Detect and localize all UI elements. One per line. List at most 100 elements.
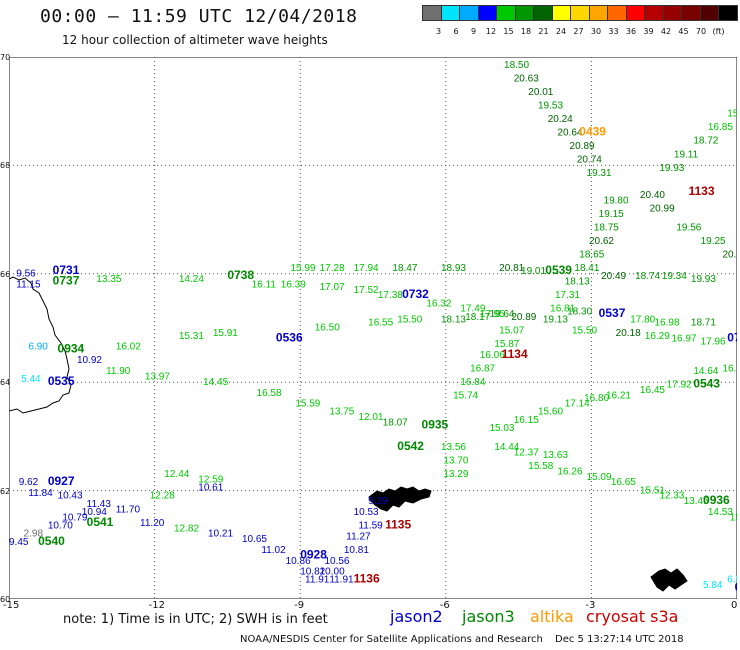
- legend-label: 6: [453, 27, 459, 36]
- wave-height-label: 17.52: [354, 285, 379, 296]
- legend-swatch: [422, 5, 442, 21]
- wave-height-label: 19.31: [587, 168, 612, 179]
- wave-height-label: 5.84: [703, 580, 723, 591]
- pass-time-label: 0934: [58, 341, 85, 355]
- wave-height-label: 10.82: [300, 567, 325, 578]
- wave-height-label: 13.35: [96, 274, 121, 285]
- wave-height-label: 11.02: [261, 545, 286, 556]
- x-tick-label: -6: [439, 600, 450, 611]
- wave-height-label: 17.28: [320, 263, 345, 274]
- footer-note: note: 1) Time is in UTC; 2) SWH is in fe…: [63, 612, 328, 627]
- satellite-cryosat: cryosat s3a: [586, 607, 679, 626]
- wave-height-label: 16.50: [315, 323, 340, 334]
- wave-height-label: 16.98: [654, 317, 679, 328]
- wave-height-label: 13.75: [329, 407, 354, 418]
- legend-swatch: [459, 5, 479, 21]
- wave-height-label: 10.53: [354, 507, 379, 518]
- pass-time-label: 0928: [300, 547, 327, 561]
- wave-height-label: 12.37: [514, 447, 539, 458]
- pass-time-label: 1136: [354, 572, 380, 586]
- x-tick-label: -9: [294, 600, 305, 611]
- wave-height-label: 20.10: [722, 250, 737, 261]
- wave-height-label: 14.53: [708, 507, 733, 518]
- wave-height-label: 11.43: [87, 499, 112, 510]
- wave-height-label: 10.94: [82, 507, 107, 518]
- wave-height-label: 16.58: [257, 388, 282, 399]
- pass-time-label: 0541: [87, 515, 114, 529]
- legend-label: 27: [573, 27, 584, 36]
- legend-swatch: [625, 5, 645, 21]
- wave-height-label: 20.62: [589, 236, 614, 247]
- wave-height-label: 15.87: [494, 339, 519, 350]
- wave-height-label: 19.80: [604, 195, 629, 206]
- wave-height-label: 18.17: [465, 312, 490, 323]
- wave-height-label: 10.70: [48, 521, 73, 532]
- legend-label: 9: [470, 27, 477, 36]
- pass-time-label: 0540: [38, 534, 65, 548]
- y-tick-label: 70: [0, 53, 11, 62]
- page-subtitle: 12 hour collection of altimeter wave hei…: [62, 33, 328, 47]
- wave-height-label: 20.99: [650, 203, 675, 214]
- pass-time-label: 0537: [599, 306, 626, 320]
- wave-height-label: 15.07: [499, 325, 524, 336]
- wave-height-label: 17.94: [354, 263, 379, 274]
- wave-height-label: 14.64: [693, 366, 718, 377]
- x-tick-label: 0: [731, 600, 738, 611]
- wave-height-label: 11.91: [329, 575, 354, 586]
- wave-height-label: 18.47: [392, 263, 417, 274]
- legend-swatch: [496, 5, 516, 21]
- legend-swatch: [477, 5, 497, 21]
- wave-height-label: 20.40: [640, 190, 665, 201]
- wave-height-label: 9.62: [19, 477, 39, 488]
- pass-time-label: 0737: [53, 274, 80, 288]
- wave-height-label: 15.51: [640, 485, 665, 496]
- wave-height-label: 17.14: [565, 399, 590, 410]
- y-tick-label: 66: [0, 269, 11, 279]
- wave-height-label: 16.81: [550, 304, 575, 315]
- pass-time-label: 0536: [276, 331, 303, 345]
- wave-height-label: 16.26: [557, 466, 582, 477]
- wave-height-label: 16.11: [252, 279, 277, 290]
- legend-label: 70: [695, 27, 707, 36]
- pass-time-label: 0927: [48, 474, 75, 488]
- legend-swatch: [607, 5, 627, 21]
- timestamp: Dec 5 13:27:14 UTC 2018: [555, 634, 684, 645]
- y-tick-label: 64: [0, 378, 11, 388]
- wave-height-label: 16.39: [281, 279, 306, 290]
- legend-label: 15: [503, 27, 514, 36]
- legend-label: (ft): [712, 27, 725, 36]
- pass-time-label: 0535: [48, 374, 75, 388]
- wave-height-label: 11.90: [106, 366, 131, 377]
- wave-height-label: 10.56: [324, 556, 349, 567]
- pass-time-label: 0731: [53, 263, 80, 277]
- wave-height-label: 10.81: [344, 545, 369, 556]
- wave-height-label: 17.49: [460, 304, 485, 315]
- wave-height-label: 16.85: [708, 122, 733, 133]
- legend-swatch: [570, 5, 590, 21]
- legend-label: 42: [660, 27, 672, 36]
- wave-height-label: 15.60: [538, 407, 563, 418]
- wave-height-label: 17.96: [701, 336, 726, 347]
- wave-height-label: 18.75: [594, 222, 619, 233]
- wave-height-label: 10.61: [198, 483, 223, 494]
- legend-label: 39: [643, 27, 654, 36]
- wave-height-label: 20.18: [616, 328, 641, 339]
- wave-height-label: 16.15: [514, 415, 539, 426]
- wave-height-label: 16.45: [640, 385, 665, 396]
- wave-height-label: 18.41: [574, 263, 599, 274]
- wave-height-label: 10.86: [286, 556, 311, 567]
- y-tick-label: 62: [0, 486, 11, 496]
- wave-height-label: 18.74: [635, 271, 660, 282]
- wave-height-label: 12.44: [164, 469, 189, 480]
- wave-height-label: 11.84: [28, 488, 53, 499]
- wave-height-label: 13.29: [443, 469, 468, 480]
- legend-label: 3: [435, 27, 442, 36]
- wave-height-label: 16.32: [426, 298, 451, 309]
- pass-time-label: 0936: [703, 493, 730, 507]
- wave-height-label: 16.87: [470, 363, 495, 374]
- wave-height-label: 15.74: [453, 390, 478, 401]
- wave-height-label: 15.58: [528, 461, 553, 472]
- wave-height-label: 20.89: [511, 312, 536, 323]
- wave-height-label: 18.93: [441, 263, 466, 274]
